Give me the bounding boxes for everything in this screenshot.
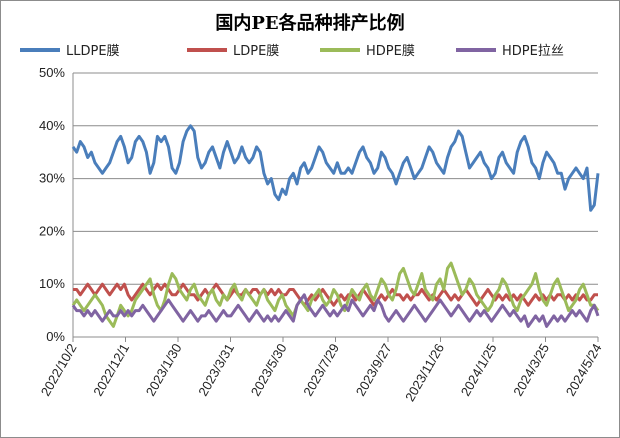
y-axis-ticks: 0% 10% 20% 30% 40% 50% [39,65,65,344]
chart-title: 国内PE各品种排产比例 [215,13,405,34]
x-tick-label: 2023/3/31 [195,341,237,399]
legend: LLDPE膜 LDPE膜 HDPE膜 HDPE拉丝 [20,44,564,59]
legend-label: HDPE膜 [366,44,415,59]
legend-label: LLDPE膜 [66,44,120,59]
x-tick-label: 2022/10/2 [38,341,80,399]
y-tick-label: 20% [39,223,65,238]
series-line-3 [71,293,600,328]
x-axis-ticks: 2022/10/2 2022/12/1 2023/1/30 2023/3/31 2023… [38,337,605,404]
x-tick-label: 2023/5/30 [248,341,290,399]
y-tick-label: 0% [46,329,65,344]
x-tick-label: 2023/7/29 [300,341,342,399]
x-tick-label: 2024/1/25 [458,341,500,399]
y-tick-label: 30% [39,171,65,186]
x-tick-label: 2022/12/1 [90,341,132,399]
legend-label: HDPE拉丝 [502,44,564,59]
y-tick-label: 40% [39,118,65,133]
x-tick-label: 2024/5/24 [563,341,605,399]
y-tick-label: 50% [39,65,65,80]
x-tick-label: 2023/11/26 [402,341,447,404]
series-lines [71,124,600,328]
legend-label: LDPE膜 [233,44,279,59]
series-line-0 [71,124,600,212]
gridlines [73,72,598,285]
x-tick-label: 2023/9/27 [353,341,395,399]
x-tick-label: 2024/3/25 [510,341,552,399]
y-tick-label: 10% [39,276,65,291]
x-tick-label: 2023/1/30 [143,341,185,399]
